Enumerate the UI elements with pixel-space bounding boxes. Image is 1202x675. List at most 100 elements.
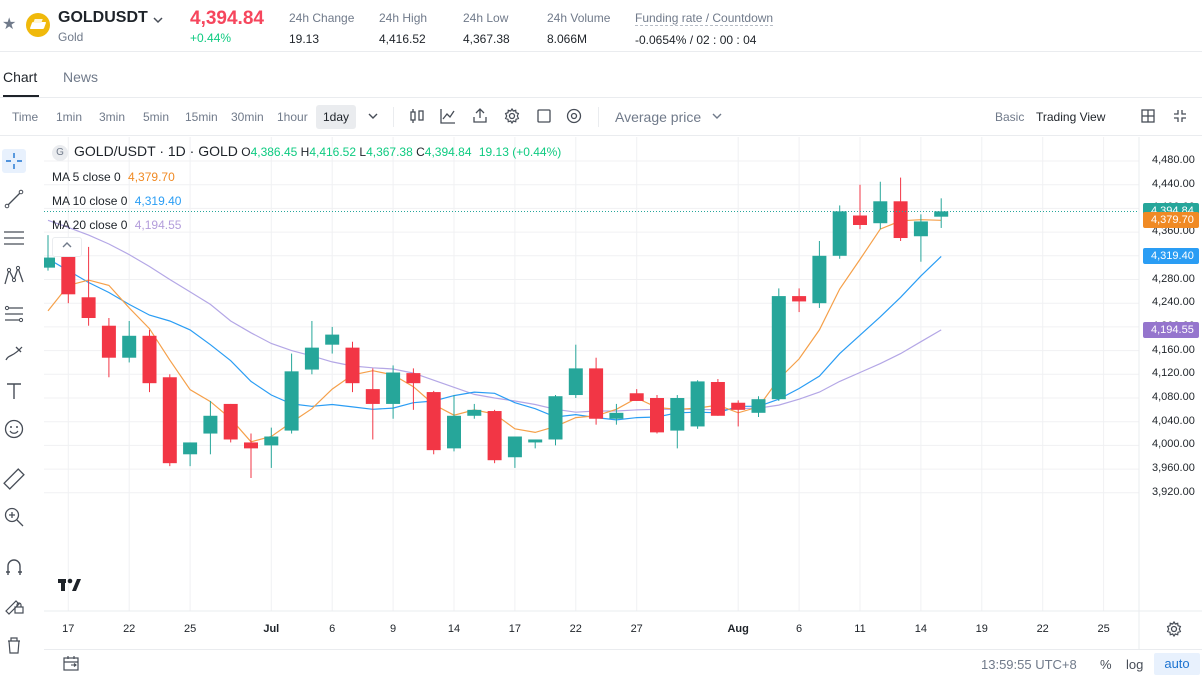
price-tag: 4,319.40 (1143, 248, 1199, 265)
ma5-value: 4,379.70 (128, 170, 175, 184)
symbol-dropdown-chevron-icon[interactable] (152, 14, 164, 29)
percent-scale-toggle[interactable]: % (1100, 657, 1112, 672)
layout-grid-icon[interactable] (1140, 108, 1156, 124)
change-percent: +0.44% (190, 31, 232, 45)
price-tick-label: 4,280.00 (1152, 272, 1195, 285)
stat-value: 4,416.52 (379, 32, 426, 46)
legend-low-key: L (359, 145, 367, 159)
chart-footer: 13:59:55 UTC+8 % log auto (44, 649, 1202, 675)
lock-drawings-icon[interactable] (2, 593, 26, 617)
candle-type-icon[interactable] (409, 108, 425, 124)
candlestick-chart-canvas[interactable] (44, 137, 1202, 649)
time-tick-label: Jul (263, 623, 280, 635)
candle-body-down (142, 335, 157, 384)
candle-body-up (548, 396, 563, 440)
price-type-select[interactable]: Average price (615, 109, 702, 125)
price-tick-label: 4,160.00 (1152, 343, 1195, 356)
candle-body-down (345, 347, 360, 384)
emoji-tool-icon[interactable] (2, 417, 26, 441)
candle-body-up (304, 347, 319, 370)
time-tick-label: 11 (854, 623, 866, 635)
price-tick-label: 4,360.00 (1152, 225, 1195, 238)
active-tab-indicator (3, 95, 39, 97)
ma10-line (47, 255, 942, 421)
settings-gear-icon[interactable] (504, 107, 520, 125)
favorite-star-icon[interactable]: ★ (2, 16, 17, 33)
view-trading-view[interactable]: Trading View (1036, 110, 1106, 124)
candle-body-down (589, 368, 604, 419)
timeframe-1day-selected[interactable]: 1day (316, 105, 357, 129)
pattern-tool-icon[interactable] (2, 264, 26, 288)
horizontal-lines-icon[interactable] (2, 226, 26, 250)
auto-scale-toggle[interactable]: auto (1154, 653, 1200, 675)
legend-ma10[interactable]: MA 10 close 0 4,319.40 (52, 194, 181, 208)
candle-body-up (609, 412, 624, 419)
ruler-measure-icon[interactable] (2, 467, 26, 491)
legend-ma20[interactable]: MA 20 close 0 4,194.55 (52, 218, 181, 232)
expand-icon[interactable] (1172, 108, 1188, 124)
legend-low-value: 4,367.38 (366, 145, 413, 159)
log-scale-toggle[interactable]: log (1126, 657, 1144, 672)
price-tick-label: 4,480.00 (1152, 154, 1195, 166)
candle-body-down (629, 393, 644, 401)
timeframe-3min[interactable]: 3min (99, 110, 126, 124)
view-basic[interactable]: Basic (995, 110, 1025, 124)
timeframe-time[interactable]: Time (12, 110, 39, 124)
time-tick-label: 17 (508, 623, 522, 635)
legend-title: GOLD/USDT · 1D · GOLD (74, 143, 238, 159)
stat-label[interactable]: Funding rate / Countdown (635, 11, 774, 26)
price-tick-label: 4,000.00 (1152, 438, 1195, 451)
brush-tool-icon[interactable] (2, 341, 26, 365)
date-range-calendar-icon[interactable] (62, 654, 80, 672)
candle-body-up (284, 371, 299, 431)
crosshair-icon[interactable] (2, 149, 26, 173)
server-time[interactable]: 13:59:55 UTC+8 (981, 657, 1077, 672)
candle-body-down (893, 201, 908, 239)
candle-body-up (812, 255, 827, 304)
symbol-name[interactable]: GOLDUSDT (58, 9, 148, 26)
zoom-in-icon[interactable] (2, 505, 26, 529)
stat-funding-rate[interactable]: Funding rate / Countdown -0.0654% / 02 :… (635, 9, 774, 47)
price-tag: 4,379.70 (1143, 212, 1199, 229)
toolbar-divider (598, 107, 599, 127)
price-chart[interactable]: G GOLD/USDT · 1D · GOLD O4,386.45 H4,416.… (44, 137, 1202, 675)
stat-value: 19.13 (289, 32, 320, 46)
share-export-icon[interactable] (472, 108, 488, 124)
indicators-icon[interactable] (440, 108, 456, 124)
timeframe-1min[interactable]: 1min (56, 110, 83, 124)
timeframe-15min[interactable]: 15min (185, 110, 218, 124)
timeframe-1hour[interactable]: 1hour (277, 110, 308, 124)
axis-settings-gear-icon[interactable] (1166, 620, 1182, 638)
candle-body-down (101, 325, 116, 358)
candle-body-up (873, 201, 888, 224)
stat-label: 24h Volume (547, 11, 611, 25)
stat-value: -0.0654% / 02 : 00 : 04 (635, 33, 757, 47)
magnet-icon[interactable] (2, 555, 26, 579)
snapshot-camera-icon[interactable] (566, 108, 582, 124)
tab-news[interactable]: News (63, 69, 99, 85)
price-tick-label: 3,920.00 (1152, 485, 1195, 498)
timeframe-30min[interactable]: 30min (231, 110, 264, 124)
trend-line-icon[interactable] (2, 187, 26, 211)
fullscreen-square-icon[interactable] (536, 108, 552, 124)
time-tick-label: 6 (796, 623, 803, 635)
candle-body-up (771, 296, 786, 400)
legend-ma5[interactable]: MA 5 close 0 4,379.70 (52, 170, 175, 184)
tab-chart[interactable]: Chart (3, 69, 38, 85)
legend-high-key: H (300, 145, 310, 159)
candle-body-up (913, 221, 928, 237)
fibonacci-tool-icon[interactable] (2, 302, 26, 326)
time-tick-label: 25 (1097, 623, 1110, 635)
legend-collapse-button[interactable] (52, 237, 82, 257)
gold-coin-icon (26, 13, 50, 37)
price-type-chevron-icon[interactable] (711, 110, 723, 125)
candle-body-down (853, 215, 867, 225)
timeframe-5min[interactable]: 5min (143, 110, 170, 124)
time-tick-label: 19 (975, 623, 988, 635)
candle-body-up (934, 211, 949, 217)
candle-body-up (751, 399, 766, 413)
text-tool-icon[interactable] (2, 379, 26, 403)
timeframe-more-chevron-icon[interactable] (366, 109, 382, 125)
delete-drawings-icon[interactable] (2, 633, 26, 657)
candle-body-up (122, 335, 137, 358)
